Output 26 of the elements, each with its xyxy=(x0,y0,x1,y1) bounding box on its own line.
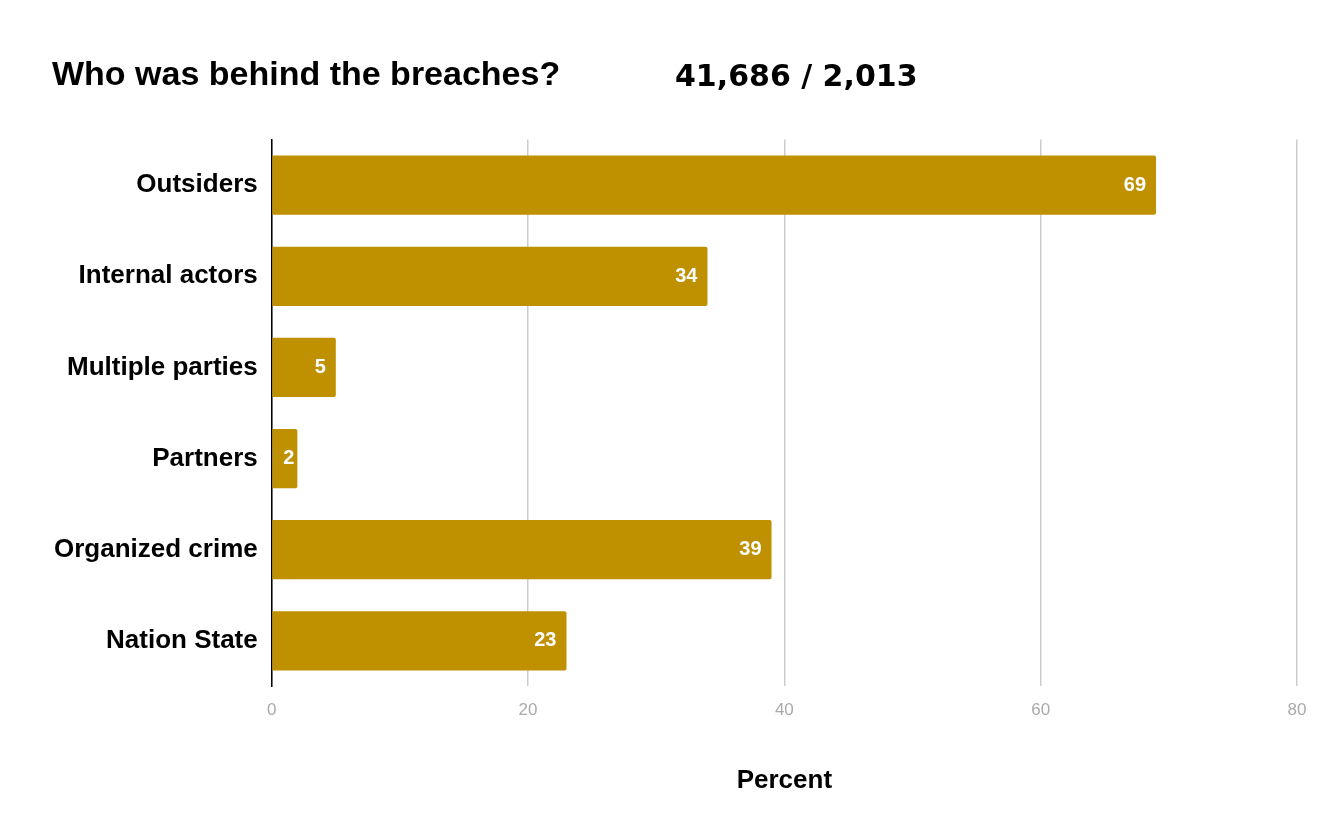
chart-title: Who was behind the breaches? xyxy=(52,54,561,93)
data-label: 2 xyxy=(283,446,295,469)
x-tick-label: 20 xyxy=(518,700,538,720)
data-label: 39 xyxy=(739,537,762,560)
bar xyxy=(272,155,1157,215)
bar xyxy=(272,246,708,306)
x-axis-title: Percent xyxy=(736,763,833,794)
data-label: 5 xyxy=(314,354,326,377)
y-tick-label: Nation State xyxy=(106,624,258,655)
data-label: 34 xyxy=(675,263,699,286)
y-tick-label: Multiple parties xyxy=(67,350,258,381)
bar xyxy=(272,428,298,489)
y-tick-label: Partners xyxy=(152,441,258,472)
data-label: 69 xyxy=(1123,172,1147,195)
x-tick-label: 80 xyxy=(1287,700,1307,720)
chart-subtitle: 41,686 / 2,013 xyxy=(675,58,918,93)
bar xyxy=(272,611,567,671)
x-tick-label: 40 xyxy=(774,700,794,720)
data-label: 23 xyxy=(534,628,557,651)
y-tick-label: Internal actors xyxy=(78,259,258,290)
x-tick-label: 0 xyxy=(267,700,277,720)
bar xyxy=(272,520,772,580)
y-tick-label: Outsiders xyxy=(136,168,258,199)
x-tick-label: 60 xyxy=(1031,700,1051,720)
y-tick-label: Organized crime xyxy=(54,532,258,563)
bar xyxy=(272,337,336,398)
